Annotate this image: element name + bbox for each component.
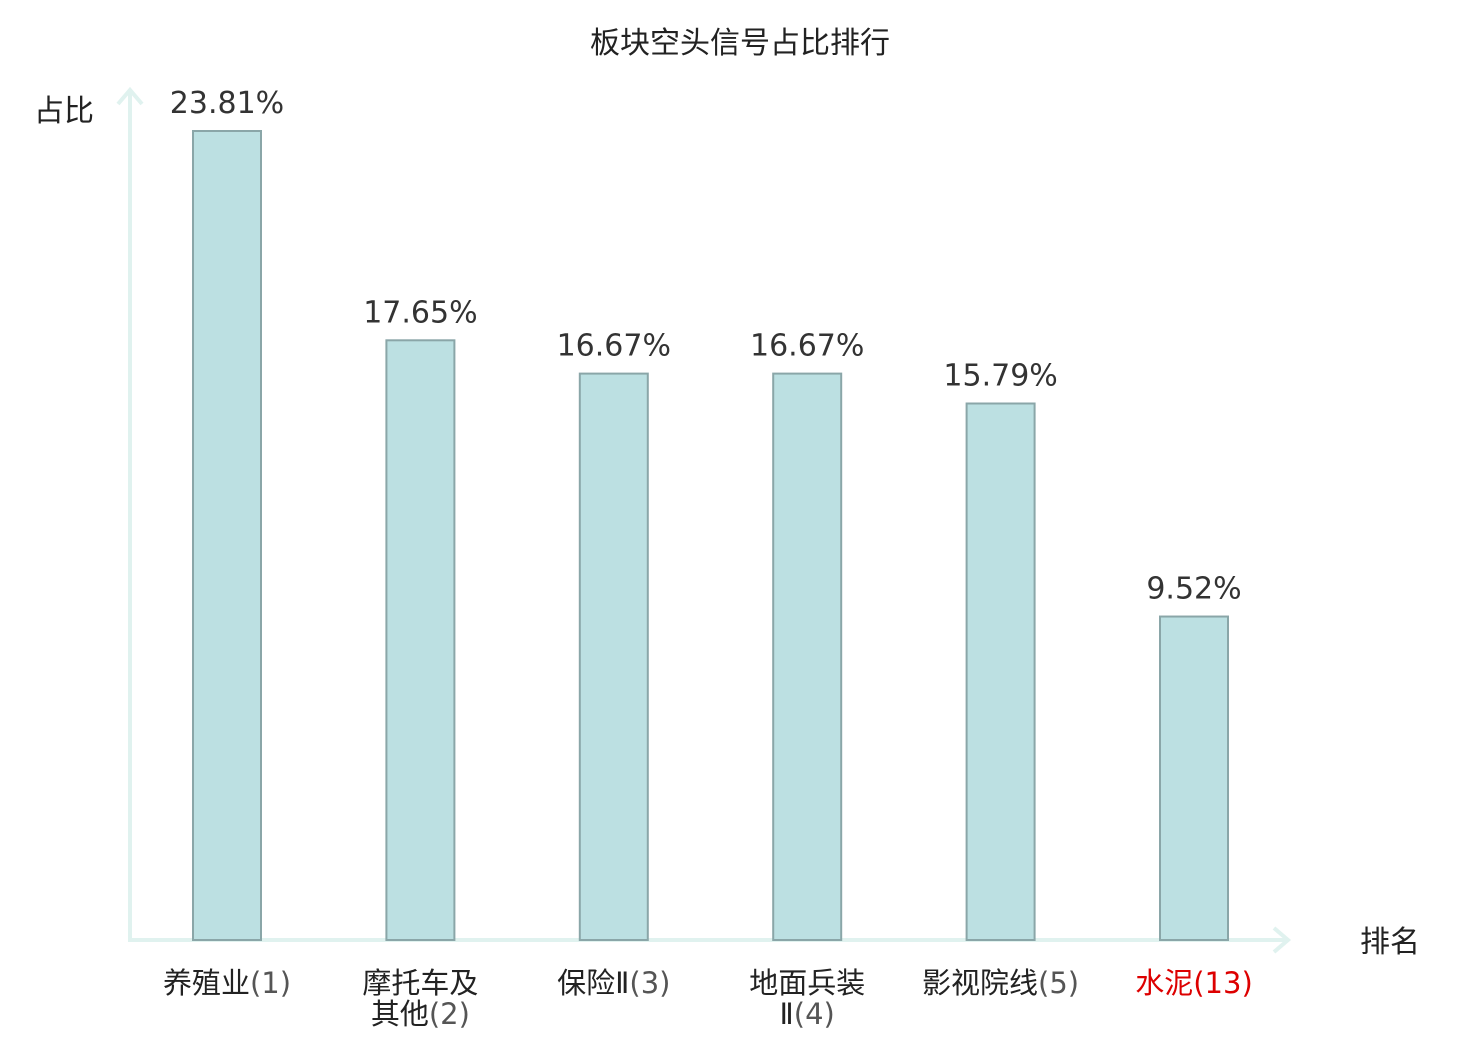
chart-title: 板块空头信号占比排行 xyxy=(590,26,890,61)
category-label: 水泥(13) xyxy=(1135,966,1253,1000)
bar-value-label: 17.65% xyxy=(363,295,477,330)
bar-value-label: 16.67% xyxy=(750,329,864,364)
bar xyxy=(578,372,649,941)
bar xyxy=(772,372,843,941)
bar-value-label: 16.67% xyxy=(557,329,671,364)
category-label: 养殖业(1) xyxy=(163,966,291,1000)
x-axis-arrow xyxy=(1272,926,1292,954)
bar-value-label: 15.79% xyxy=(943,358,1057,393)
category-label: 地面兵装 Ⅱ(4) xyxy=(749,966,865,1031)
axes xyxy=(116,86,1292,954)
bar xyxy=(1159,615,1229,941)
bar xyxy=(965,402,1036,941)
category-label: 影视院线(5) xyxy=(922,966,1079,1000)
bar xyxy=(385,339,456,941)
bars xyxy=(192,130,1229,941)
bar-value-label: 9.52% xyxy=(1146,572,1241,607)
y-axis-arrow xyxy=(116,86,144,106)
bar-value-label: 23.81% xyxy=(170,86,284,121)
category-labels: 养殖业(1) 摩托车及其他(2) 保险Ⅱ(3) 地面兵装 Ⅱ(4) 影视院线(5) 水泥(1… xyxy=(163,966,1253,1031)
value-labels: 23.81% 17.65% 16.67% 16.67% 15.79% 9.52% xyxy=(170,86,1242,607)
bar xyxy=(192,130,262,941)
y-axis-title: 占比 xyxy=(34,94,94,129)
category-label: 摩托车及其他(2) xyxy=(362,966,478,1031)
x-axis-title: 排名 xyxy=(1360,925,1420,960)
category-label: 保险Ⅱ(3) xyxy=(557,966,670,1000)
